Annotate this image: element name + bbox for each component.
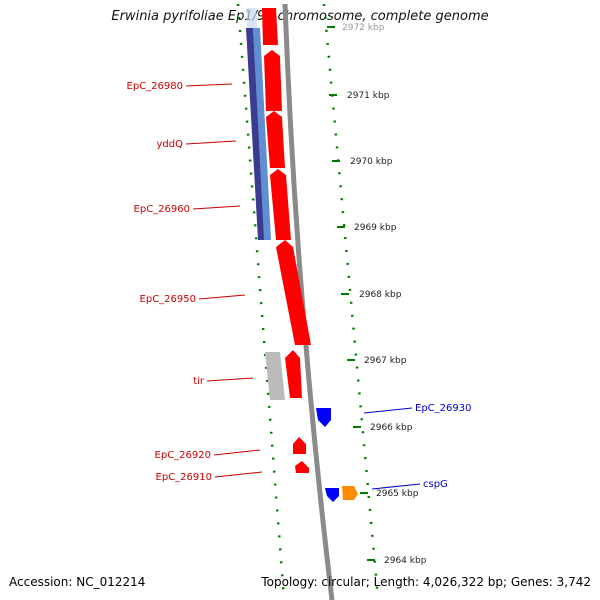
gene-label-epc_26930: EpC_26930: [415, 403, 471, 414]
reverse-gene-cspg: [325, 488, 339, 502]
forward-gene-4: [270, 169, 291, 240]
position-label-6: 2967 kbp: [364, 356, 407, 366]
position-label-2: 2971 kbp: [347, 91, 390, 101]
gene-label-epc_26980: EpC_26980: [127, 81, 183, 92]
gene-label-epc_26960: EpC_26960: [134, 204, 190, 215]
light-blue-feature: [253, 28, 271, 240]
forward-gene-7: [293, 437, 306, 454]
forward-gene-6: [285, 350, 302, 398]
orange-gene: [342, 486, 358, 500]
position-label-4: 2969 kbp: [354, 223, 397, 233]
position-ticks: 2972 kbp 2971 kbp 2970 kbp 2969 kbp 2968 kbp…: [327, 23, 427, 566]
forward-gene-3: [266, 111, 285, 168]
leader-line-9: [371, 483, 421, 490]
gene-label-tir: tir: [193, 376, 205, 387]
leader-line-1: [185, 83, 233, 87]
accession-text: Accession: NC_012214: [9, 575, 146, 589]
reverse-gene-epc26930: [316, 408, 331, 427]
gray-feature: [265, 352, 285, 400]
forward-gene-5: [276, 240, 311, 345]
light-blue-feature-top: [246, 8, 257, 28]
position-label-7: 2966 kbp: [370, 423, 413, 433]
forward-gene-1: [262, 8, 278, 45]
features: [246, 8, 358, 502]
position-label-8: 2965 kbp: [376, 489, 419, 499]
leader-line-3: [192, 205, 241, 210]
leader-line-4: [198, 294, 246, 300]
position-label-1: 2972 kbp: [342, 23, 385, 33]
position-label-3: 2970 kbp: [350, 157, 393, 167]
gene-label-epc_26920: EpC_26920: [155, 450, 211, 461]
map-title: Erwinia pyrifoliae Ep1/96 chromosome, co…: [111, 9, 489, 24]
gene-label-epc_26950: EpC_26950: [140, 294, 196, 305]
forward-gene-2: [264, 50, 282, 111]
leader-line-2: [185, 140, 237, 145]
leader-line-8: [363, 407, 413, 414]
dark-blue-feature: [246, 28, 265, 240]
gene-label-cspg: cspG: [423, 479, 448, 490]
gene-label-yddq: yddQ: [157, 139, 184, 150]
forward-gene-8: [295, 461, 309, 473]
gene-label-epc_26910: EpC_26910: [156, 472, 212, 483]
leader-line-7: [214, 471, 263, 478]
topology-text: Topology: circular; Length: 4,026,322 bp…: [261, 575, 591, 589]
position-label-9: 2964 kbp: [384, 556, 427, 566]
leader-line-6: [213, 449, 261, 456]
leader-line-5: [206, 377, 254, 382]
position-label-5: 2968 kbp: [359, 290, 402, 300]
